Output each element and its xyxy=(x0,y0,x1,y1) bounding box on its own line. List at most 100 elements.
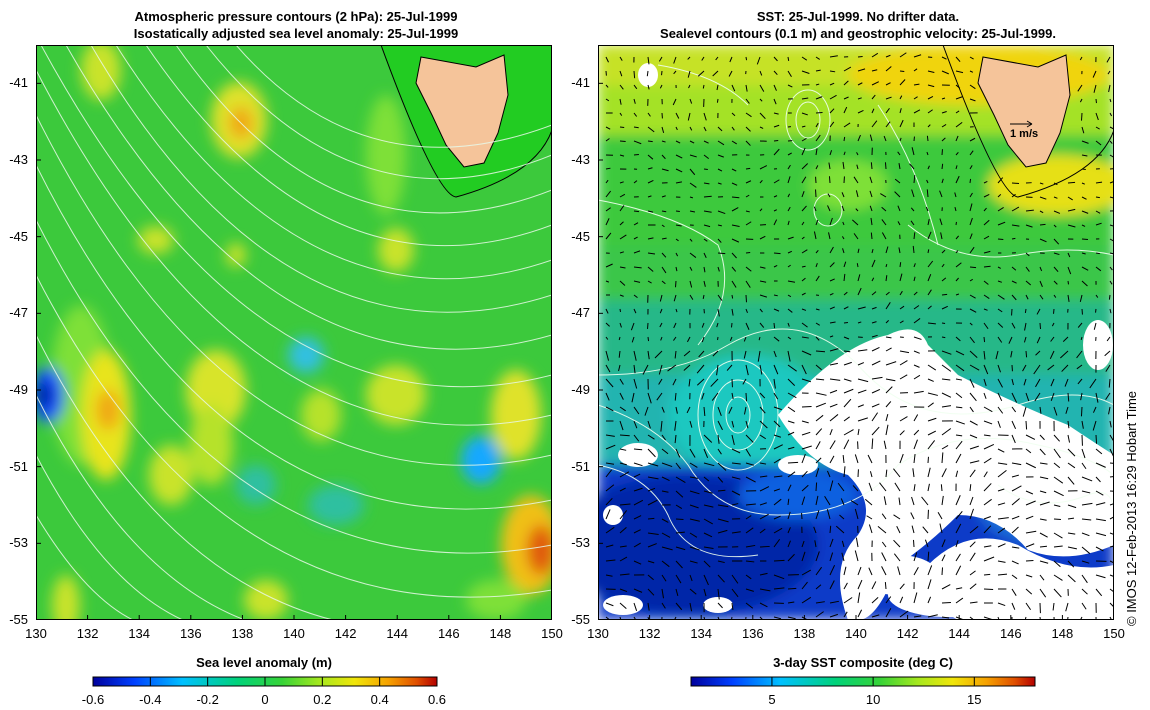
velocity-arrow xyxy=(647,84,650,90)
velocity-arrow xyxy=(899,95,903,100)
velocity-arrow xyxy=(883,440,887,450)
sst-map[interactable]: 1 m/s xyxy=(598,45,1114,620)
velocity-arrow xyxy=(787,336,792,340)
velocity-arrow xyxy=(829,70,836,73)
velocity-arrow xyxy=(731,140,737,145)
velocity-arrow xyxy=(773,350,777,358)
velocity-arrow xyxy=(661,126,665,133)
velocity-arrow xyxy=(647,154,654,160)
velocity-arrow xyxy=(885,319,890,324)
velocity-arrow xyxy=(1053,238,1060,245)
velocity-arrow xyxy=(871,360,881,366)
velocity-arrow xyxy=(969,460,980,464)
x-tick-label: 138 xyxy=(793,626,816,641)
velocity-arrow xyxy=(689,98,693,104)
right-title-line2: Sealevel contours (0.1 m) and geostrophi… xyxy=(660,26,1056,41)
velocity-arrow xyxy=(870,162,873,170)
velocity-arrow xyxy=(899,52,907,58)
velocity-arrow xyxy=(717,182,722,185)
velocity-arrow xyxy=(703,266,706,273)
velocity-arrow xyxy=(927,614,938,618)
velocity-arrow xyxy=(983,406,993,413)
velocity-arrow xyxy=(787,461,799,464)
velocity-arrow xyxy=(1067,434,1071,443)
velocity-arrow xyxy=(717,154,724,158)
velocity-arrow xyxy=(941,97,946,100)
velocity-arrow xyxy=(815,566,823,576)
velocity-arrow xyxy=(619,462,627,466)
velocity-arrow xyxy=(913,109,921,114)
velocity-arrow xyxy=(941,452,944,464)
velocity-arrow xyxy=(829,414,839,422)
velocity-arrow xyxy=(983,308,988,311)
velocity-arrow xyxy=(894,482,901,492)
velocity-arrow xyxy=(850,500,859,506)
sea-level-anomaly-map[interactable] xyxy=(36,45,552,620)
velocity-arrow xyxy=(869,205,873,212)
x-tick-label: 148 xyxy=(489,626,512,641)
velocity-arrow xyxy=(726,364,733,371)
velocity-arrow xyxy=(619,392,624,400)
velocity-arrow xyxy=(1109,462,1114,464)
velocity-arrow xyxy=(1053,252,1060,256)
velocity-arrow xyxy=(1109,252,1114,255)
velocity-arrow xyxy=(983,180,988,184)
velocity-arrow xyxy=(927,305,932,310)
velocity-arrow xyxy=(955,470,959,478)
velocity-arrow xyxy=(997,488,1005,492)
x-tick-label: 136 xyxy=(179,626,202,641)
velocity-arrow xyxy=(1033,364,1041,375)
velocity-arrow xyxy=(941,305,948,310)
velocity-arrow xyxy=(717,294,723,301)
velocity-arrow xyxy=(619,221,624,226)
velocity-arrow xyxy=(899,108,902,114)
velocity-arrow xyxy=(1081,602,1087,610)
velocity-arrow xyxy=(881,566,887,576)
velocity-arrow xyxy=(759,392,766,399)
x-tick-label: 148 xyxy=(1051,626,1074,641)
velocity-arrow xyxy=(787,250,793,254)
tasmania-land xyxy=(415,54,509,168)
velocity-arrow xyxy=(843,439,850,450)
velocity-arrow xyxy=(689,560,698,564)
velocity-arrow xyxy=(787,392,797,399)
velocity-arrow xyxy=(703,182,710,185)
velocity-arrow xyxy=(683,364,691,371)
velocity-arrow xyxy=(773,148,780,156)
velocity-arrow xyxy=(927,231,932,240)
velocity-arrow xyxy=(955,597,964,604)
velocity-arrow xyxy=(773,209,778,212)
x-tick-label: 130 xyxy=(587,626,609,641)
velocity-arrow xyxy=(955,250,959,254)
velocity-arrow xyxy=(815,611,824,618)
velocity-arrow xyxy=(884,582,887,590)
pressure-contours xyxy=(36,45,552,620)
velocity-arrow xyxy=(717,252,726,255)
velocity-arrow xyxy=(787,527,791,534)
velocity-arrow xyxy=(871,249,874,254)
velocity-arrow xyxy=(717,210,726,215)
velocity-arrow xyxy=(813,206,817,212)
velocity-arrow xyxy=(605,509,611,520)
velocity-arrow xyxy=(1095,502,1106,506)
velocity-arrow xyxy=(1011,206,1020,212)
right-title: SST: 25-Jul-1999. No drifter data. Seale… xyxy=(598,8,1118,42)
velocity-arrow xyxy=(619,266,626,269)
velocity-arrow xyxy=(1067,476,1075,485)
velocity-arrow xyxy=(954,192,957,198)
velocity-arrow xyxy=(955,350,965,356)
velocity-arrow xyxy=(689,588,697,595)
velocity-arrow xyxy=(955,440,963,450)
velocity-arrow xyxy=(954,206,957,212)
velocity-arrow xyxy=(801,420,809,424)
velocity-arrow xyxy=(969,294,976,299)
velocity-arrow xyxy=(731,531,741,534)
velocity-arrow xyxy=(997,573,1008,576)
velocity-arrow xyxy=(955,364,965,372)
velocity-arrow xyxy=(815,96,823,100)
velocity-arrow xyxy=(675,154,683,159)
velocity-arrow xyxy=(660,336,663,341)
velocity-arrow xyxy=(1039,280,1043,288)
velocity-arrow xyxy=(969,570,976,576)
velocity-arrow xyxy=(631,392,635,403)
